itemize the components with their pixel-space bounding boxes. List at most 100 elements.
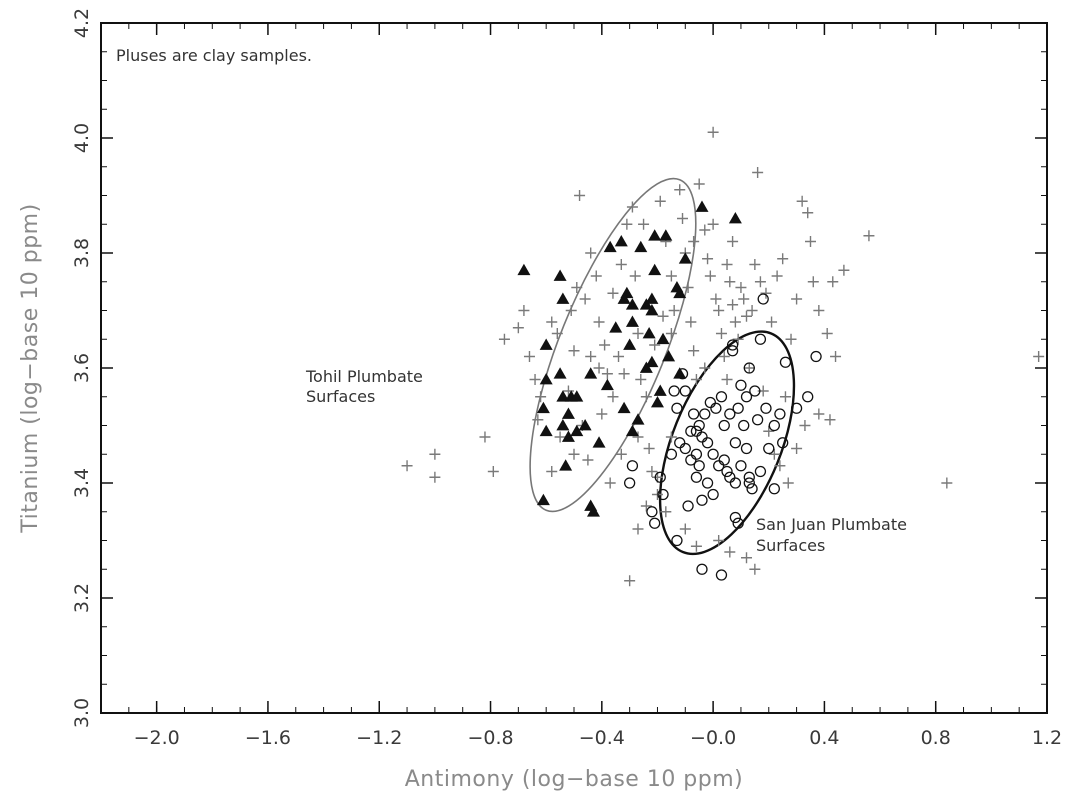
clay-sample-plus-point xyxy=(685,316,697,328)
tohil-triangle-point xyxy=(634,240,648,253)
clay-sample-plus-point xyxy=(626,201,638,213)
ellipse-tohil xyxy=(529,177,697,513)
clay-sample-plus-point xyxy=(713,305,725,316)
clay-sample-plus-point xyxy=(782,477,794,489)
tohil-triangle-point xyxy=(623,338,637,350)
san-juan-circle-point xyxy=(777,437,789,449)
tohil-triangle-point xyxy=(656,332,670,345)
clay-sample-plus-point xyxy=(771,270,783,282)
clay-sample-plus-point xyxy=(791,293,803,305)
clay-sample-plus-point xyxy=(779,391,791,403)
clay-sample-plus-point xyxy=(743,362,755,374)
clay-sample-plus-point xyxy=(760,287,772,299)
tick-layer: −2.0 −1.6 −1.2 −0.8 −0.4 −0.0 0.4 0.8 1.2 3.0 3.2 3… xyxy=(71,8,1062,749)
tohil-triangle-point xyxy=(556,419,570,431)
tohil-triangle-point xyxy=(561,430,575,442)
clay-sample-plus-point xyxy=(487,466,499,477)
clay-sample-plus-point xyxy=(654,195,666,207)
clay-sample-plus-point xyxy=(738,293,750,305)
clay-sample-plus-point xyxy=(604,477,616,489)
san-juan-circle-point xyxy=(687,408,700,420)
clay-sample-plus-point xyxy=(518,305,530,316)
clay-sample-plus-point xyxy=(754,276,766,288)
tohil-triangle-point xyxy=(645,304,659,316)
clay-sample-plus-point xyxy=(724,276,736,288)
san-juan-circle-point xyxy=(751,414,764,426)
annotation-sanjuan-line-2: Surfaces xyxy=(756,536,825,555)
clay-sample-plus-point xyxy=(796,195,808,207)
clay-sample-plus-point xyxy=(643,443,655,454)
clay-sample-plus-point xyxy=(624,575,636,587)
tohil-triangle-point xyxy=(642,327,656,339)
san-juan-circle-point xyxy=(743,362,755,374)
annotation-tohil-label: Tohil Plumbate Surfaces xyxy=(305,367,428,406)
clay-sample-plus-point xyxy=(596,408,608,420)
clay-sample-plus-point xyxy=(679,523,691,535)
clay-sample-plus-point xyxy=(613,351,625,362)
clay-sample-plus-point xyxy=(554,431,566,443)
clay-sample-plus-point xyxy=(741,310,753,322)
clay-sample-plus-point xyxy=(1033,351,1045,362)
san-juan-circle-point xyxy=(679,385,691,397)
y-tick-label: 3.4 xyxy=(71,468,93,498)
clay-sample-plus-point xyxy=(568,345,580,357)
x-tick-label: −0.8 xyxy=(467,727,513,749)
san-juan-circle-point xyxy=(665,448,678,460)
san-juan-circle-point xyxy=(707,448,719,460)
clay-sample-plus-point xyxy=(699,362,711,374)
san-juan-circle-point xyxy=(726,345,739,357)
clay-sample-plus-point xyxy=(512,322,524,334)
clay-sample-plus-point xyxy=(532,414,544,426)
clay-sample-plus-point xyxy=(805,236,816,247)
clay-sample-plus-point xyxy=(585,247,597,259)
san-juan-circle-point xyxy=(802,391,814,403)
clay-sample-plus-point xyxy=(646,466,658,477)
clay-sample-plus-point xyxy=(688,236,700,247)
tohil-triangle-point xyxy=(553,269,567,281)
tohil-triangle-point xyxy=(539,373,553,385)
clay-sample-plus-point xyxy=(715,328,727,339)
y-tick-label: 4.2 xyxy=(71,8,93,38)
clay-sample-plus-point xyxy=(593,316,605,328)
san-juan-circle-point xyxy=(690,471,703,483)
clay-sample-plus-point xyxy=(690,374,702,385)
san-juan-circle-point xyxy=(726,339,739,351)
clay-sample-plus-point xyxy=(682,282,694,293)
clay-sample-plus-point xyxy=(799,420,811,431)
annotation-sanjuan-label: San Juan Plumbate Surfaces xyxy=(756,515,912,555)
points-layer xyxy=(401,126,1045,587)
clay-sample-plus-point xyxy=(813,408,825,420)
clay-sample-plus-point xyxy=(546,466,558,477)
san-juan-circle-point xyxy=(646,506,658,518)
clay-sample-plus-point xyxy=(768,448,780,460)
tohil-triangle-point xyxy=(617,292,631,304)
tohil-triangle-point xyxy=(625,298,639,310)
clay-sample-plus-point xyxy=(830,351,842,362)
y-tick-label: 3.6 xyxy=(71,353,93,383)
clay-sample-plus-point xyxy=(615,448,627,460)
clay-sample-plus-point xyxy=(590,270,602,282)
san-juan-circle-point xyxy=(715,569,728,581)
san-juan-circle-point xyxy=(696,563,708,575)
tohil-triangle-point xyxy=(625,315,639,327)
ellipse-san-juan xyxy=(658,330,796,556)
clay-sample-plus-point xyxy=(721,374,733,385)
clay-sample-plus-point xyxy=(632,523,644,535)
clay-sample-plus-point xyxy=(568,448,580,460)
clay-sample-plus-point xyxy=(635,374,647,385)
tohil-triangle-point xyxy=(617,401,631,414)
san-juan-circle-point xyxy=(690,448,703,460)
san-juan-circle-point xyxy=(760,402,772,414)
san-juan-circle-point xyxy=(735,379,747,391)
san-juan-circle-point xyxy=(696,494,708,506)
san-juan-circle-point xyxy=(729,477,742,489)
tohil-triangle-point xyxy=(592,436,606,448)
x-tick-label: −1.2 xyxy=(356,727,402,749)
clay-sample-plus-point xyxy=(665,431,677,443)
san-juan-circle-point xyxy=(743,471,755,483)
clay-sample-plus-point xyxy=(791,443,803,454)
clay-sample-plus-point xyxy=(640,500,652,512)
clay-sample-plus-point xyxy=(640,391,652,403)
tohil-triangle-point xyxy=(639,361,653,373)
x-tick-label: −2.0 xyxy=(134,727,180,749)
